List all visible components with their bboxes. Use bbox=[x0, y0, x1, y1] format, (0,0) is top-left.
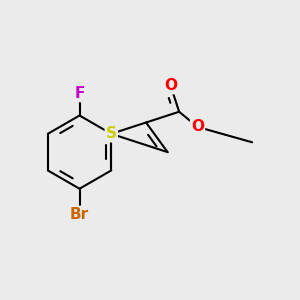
Text: S: S bbox=[106, 126, 117, 141]
Text: Br: Br bbox=[70, 207, 89, 222]
Text: O: O bbox=[191, 119, 204, 134]
Text: O: O bbox=[164, 78, 177, 93]
Text: F: F bbox=[74, 86, 85, 101]
